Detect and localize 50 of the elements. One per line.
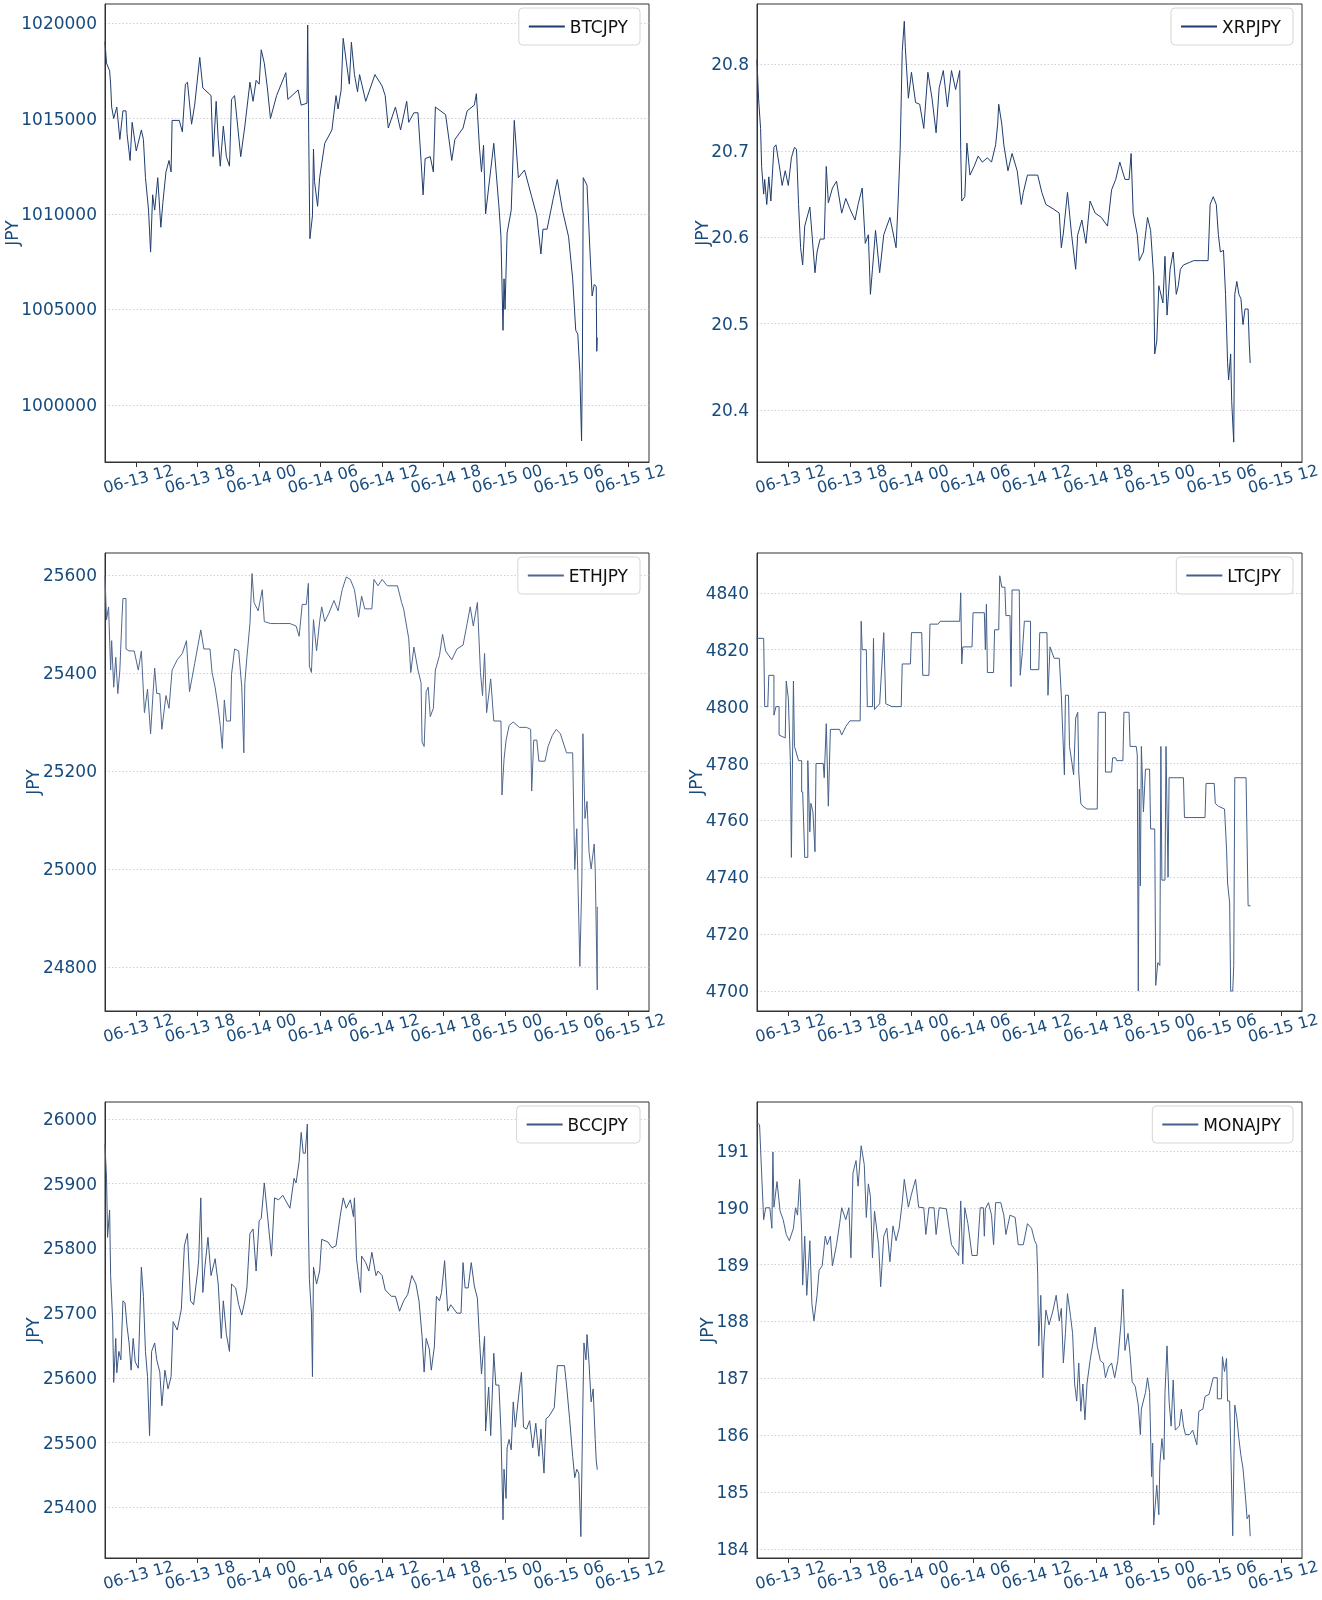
y-tick-label: 25400 [42,1497,97,1518]
y-tick-label: 25800 [42,1238,97,1259]
y-tick-label: 186 [716,1425,749,1446]
y-tick-label: 188 [716,1311,749,1332]
y-tick-label: 4840 [705,582,749,603]
y-tick-label: 24800 [42,956,97,977]
legend-label: MONAJPY [1203,1114,1282,1135]
y-tick-label: 4720 [705,924,749,945]
legend-label: BTCJPY [569,16,629,37]
y-tick-label: 26000 [42,1108,97,1129]
y-tick-label: 1015000 [21,108,97,129]
y-tick-label: 4700 [705,981,749,1002]
y-tick-label: 4800 [705,696,749,717]
y-axis-title: JPY [1,219,22,247]
y-axis-title: JPY [23,1316,44,1344]
y-axis-title: JPY [697,1316,718,1344]
y-tick-label: 1000000 [21,394,97,415]
legend-label: ETHJPY [568,565,629,586]
legend-label: XRPJPY [1222,16,1282,37]
y-tick-label: 1020000 [21,13,97,34]
y-tick-label: 4740 [705,867,749,888]
y-tick-label: 187 [716,1368,749,1389]
legend-label: LTCJPY [1227,565,1282,586]
y-tick-label: 190 [716,1197,749,1218]
y-tick-label: 189 [716,1254,749,1275]
y-tick-label: 25900 [42,1173,97,1194]
y-tick-label: 25500 [42,1432,97,1453]
y-tick-label: 25400 [42,663,97,684]
y-tick-label: 25700 [42,1303,97,1324]
y-tick-label: 20.5 [711,313,749,334]
y-tick-label: 20.6 [711,227,749,248]
y-tick-label: 20.4 [711,400,749,421]
y-tick-label: 4760 [705,810,749,831]
y-tick-label: 185 [716,1482,749,1503]
y-axis-title: JPY [23,768,44,796]
y-tick-label: 25600 [42,565,97,586]
y-tick-label: 4820 [705,639,749,660]
y-tick-label: 20.8 [711,54,749,75]
y-tick-label: 25200 [42,760,97,781]
y-axis-title: JPY [686,768,707,796]
y-tick-label: 25600 [42,1367,97,1388]
y-tick-label: 25000 [42,858,97,879]
y-tick-label: 1005000 [21,299,97,320]
y-tick-label: 1010000 [21,203,97,224]
y-tick-label: 4780 [705,753,749,774]
y-tick-label: 20.7 [711,140,749,161]
legend-label: BCCJPY [567,1114,629,1135]
y-tick-label: 184 [716,1538,749,1559]
y-axis-title: JPY [691,219,712,247]
y-tick-label: 191 [716,1140,749,1161]
